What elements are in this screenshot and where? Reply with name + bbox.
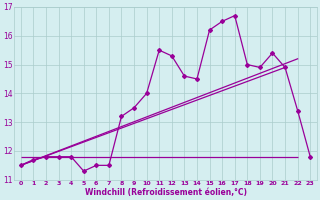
- X-axis label: Windchill (Refroidissement éolien,°C): Windchill (Refroidissement éolien,°C): [84, 188, 246, 197]
